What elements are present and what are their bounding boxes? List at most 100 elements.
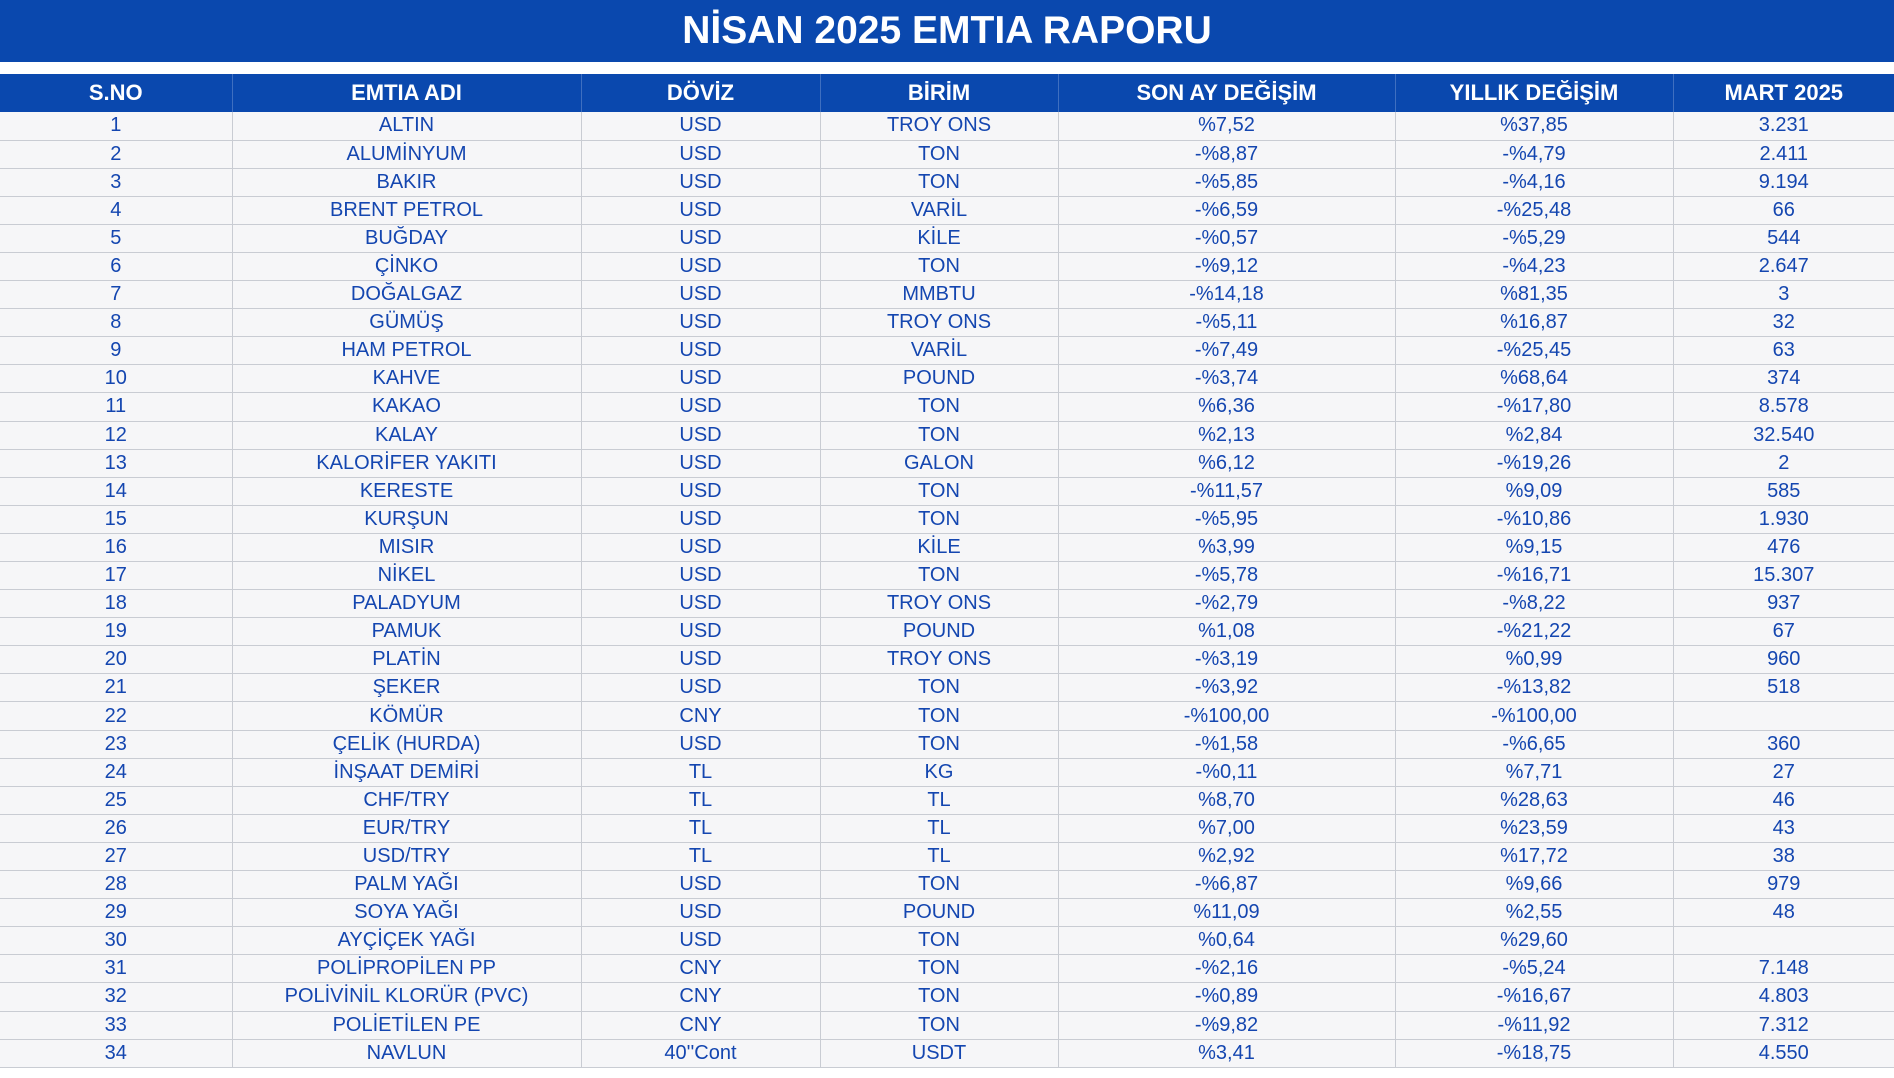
table-row: 27 USD/TRY TL TL %2,92 %17,72 38 bbox=[0, 842, 1894, 872]
cell-unit: TON bbox=[820, 392, 1059, 422]
cell-last-month-change: %0,64 bbox=[1058, 926, 1396, 956]
cell-yearly-change: -%16,67 bbox=[1395, 982, 1674, 1012]
cell-march-2025: 27 bbox=[1673, 758, 1894, 787]
cell-unit: KİLE bbox=[820, 224, 1059, 253]
table-row: 34 NAVLUN 40''Cont USDT %3,41 -%18,75 4.550 bbox=[0, 1039, 1894, 1068]
cell-sno: 22 bbox=[0, 701, 233, 731]
table-row: 14 KERESTE USD TON -%11,57 %9,09 585 bbox=[0, 477, 1894, 506]
cell-currency: CNY bbox=[581, 701, 821, 731]
cell-unit: MMBTU bbox=[820, 280, 1059, 310]
cell-unit: TON bbox=[820, 561, 1059, 591]
cell-currency: USD bbox=[581, 308, 821, 338]
table-row: 7 DOĞALGAZ USD MMBTU -%14,18 %81,35 3 bbox=[0, 280, 1894, 310]
cell-currency: USD bbox=[581, 533, 821, 563]
cell-currency: USD bbox=[581, 926, 821, 956]
cell-yearly-change: %0,99 bbox=[1395, 645, 1674, 675]
cell-yearly-change: %81,35 bbox=[1395, 280, 1674, 310]
cell-unit: TON bbox=[820, 252, 1059, 282]
cell-unit: TROY ONS bbox=[820, 645, 1059, 675]
cell-march-2025: 476 bbox=[1673, 533, 1894, 563]
cell-sno: 12 bbox=[0, 421, 233, 450]
table-row: 8 GÜMÜŞ USD TROY ONS -%5,11 %16,87 32 bbox=[0, 308, 1894, 338]
cell-commodity-name: AYÇİÇEK YAĞI bbox=[232, 926, 582, 956]
cell-yearly-change: %16,87 bbox=[1395, 308, 1674, 338]
table-row: 33 POLİETİLEN PE CNY TON -%9,82 -%11,92 7.312 bbox=[0, 1011, 1894, 1040]
cell-march-2025: 32.540 bbox=[1673, 421, 1894, 450]
cell-sno: 21 bbox=[0, 673, 233, 703]
cell-unit: TON bbox=[820, 168, 1059, 197]
cell-currency: USD bbox=[581, 505, 821, 534]
cell-march-2025: 32 bbox=[1673, 308, 1894, 338]
cell-commodity-name: POLİVİNİL KLORÜR (PVC) bbox=[232, 982, 582, 1012]
cell-march-2025: 585 bbox=[1673, 477, 1894, 506]
table-row: 11 KAKAO USD TON %6,36 -%17,80 8.578 bbox=[0, 392, 1894, 422]
cell-march-2025: 374 bbox=[1673, 364, 1894, 394]
cell-last-month-change: -%9,82 bbox=[1058, 1011, 1396, 1040]
cell-sno: 29 bbox=[0, 898, 233, 928]
cell-commodity-name: SOYA YAĞI bbox=[232, 898, 582, 928]
cell-commodity-name: PALM YAĞI bbox=[232, 870, 582, 900]
cell-sno: 8 bbox=[0, 308, 233, 338]
cell-yearly-change: %28,63 bbox=[1395, 786, 1674, 815]
cell-commodity-name: KURŞUN bbox=[232, 505, 582, 534]
cell-yearly-change: -%25,45 bbox=[1395, 336, 1674, 366]
table-row: 4 BRENT PETROL USD VARİL -%6,59 -%25,48 66 bbox=[0, 196, 1894, 225]
cell-currency: CNY bbox=[581, 1011, 821, 1040]
cell-sno: 2 bbox=[0, 140, 233, 169]
column-header-march-2025: MART 2025 bbox=[1673, 74, 1894, 112]
cell-commodity-name: ŞEKER bbox=[232, 673, 582, 703]
cell-last-month-change: -%5,95 bbox=[1058, 505, 1396, 534]
cell-last-month-change: -%100,00 bbox=[1058, 701, 1396, 731]
cell-yearly-change: %23,59 bbox=[1395, 814, 1674, 843]
cell-last-month-change: %11,09 bbox=[1058, 898, 1396, 928]
cell-yearly-change: -%18,75 bbox=[1395, 1039, 1674, 1068]
cell-march-2025: 2 bbox=[1673, 449, 1894, 478]
cell-unit: TROY ONS bbox=[820, 589, 1059, 619]
cell-last-month-change: %3,41 bbox=[1058, 1039, 1396, 1068]
cell-last-month-change: -%0,57 bbox=[1058, 224, 1396, 253]
cell-currency: USD bbox=[581, 224, 821, 253]
cell-currency: CNY bbox=[581, 982, 821, 1012]
cell-currency: USD bbox=[581, 589, 821, 619]
cell-march-2025: 3.231 bbox=[1673, 112, 1894, 141]
cell-last-month-change: -%9,12 bbox=[1058, 252, 1396, 282]
cell-currency: TL bbox=[581, 786, 821, 815]
cell-march-2025: 15.307 bbox=[1673, 561, 1894, 591]
table-row: 28 PALM YAĞI USD TON -%6,87 %9,66 979 bbox=[0, 870, 1894, 900]
table-row: 17 NİKEL USD TON -%5,78 -%16,71 15.307 bbox=[0, 561, 1894, 591]
cell-unit: TON bbox=[820, 477, 1059, 506]
cell-march-2025: 2.411 bbox=[1673, 140, 1894, 169]
cell-sno: 16 bbox=[0, 533, 233, 563]
cell-last-month-change: -%14,18 bbox=[1058, 280, 1396, 310]
cell-march-2025: 46 bbox=[1673, 786, 1894, 815]
cell-sno: 3 bbox=[0, 168, 233, 197]
cell-commodity-name: NAVLUN bbox=[232, 1039, 582, 1068]
cell-currency: CNY bbox=[581, 954, 821, 984]
cell-unit: KG bbox=[820, 758, 1059, 787]
cell-last-month-change: -%5,85 bbox=[1058, 168, 1396, 197]
table-row: 12 KALAY USD TON %2,13 %2,84 32.540 bbox=[0, 421, 1894, 450]
cell-commodity-name: DOĞALGAZ bbox=[232, 280, 582, 310]
cell-currency: USD bbox=[581, 252, 821, 282]
cell-yearly-change: -%4,23 bbox=[1395, 252, 1674, 282]
cell-yearly-change: -%4,79 bbox=[1395, 140, 1674, 169]
table-row: 1 ALTIN USD TROY ONS %7,52 %37,85 3.231 bbox=[0, 112, 1894, 141]
table-row: 16 MISIR USD KİLE %3,99 %9,15 476 bbox=[0, 533, 1894, 563]
cell-yearly-change: -%10,86 bbox=[1395, 505, 1674, 534]
cell-yearly-change: -%25,48 bbox=[1395, 196, 1674, 225]
cell-march-2025: 518 bbox=[1673, 673, 1894, 703]
cell-yearly-change: -%5,24 bbox=[1395, 954, 1674, 984]
table-row: 29 SOYA YAĞI USD POUND %11,09 %2,55 48 bbox=[0, 898, 1894, 928]
cell-unit: TON bbox=[820, 1011, 1059, 1040]
cell-sno: 5 bbox=[0, 224, 233, 253]
cell-currency: TL bbox=[581, 842, 821, 872]
cell-sno: 24 bbox=[0, 758, 233, 787]
cell-currency: USD bbox=[581, 280, 821, 310]
cell-last-month-change: -%1,58 bbox=[1058, 730, 1396, 759]
cell-sno: 14 bbox=[0, 477, 233, 506]
cell-commodity-name: KERESTE bbox=[232, 477, 582, 506]
cell-commodity-name: NİKEL bbox=[232, 561, 582, 591]
cell-sno: 9 bbox=[0, 336, 233, 366]
cell-sno: 11 bbox=[0, 392, 233, 422]
cell-last-month-change: -%5,11 bbox=[1058, 308, 1396, 338]
